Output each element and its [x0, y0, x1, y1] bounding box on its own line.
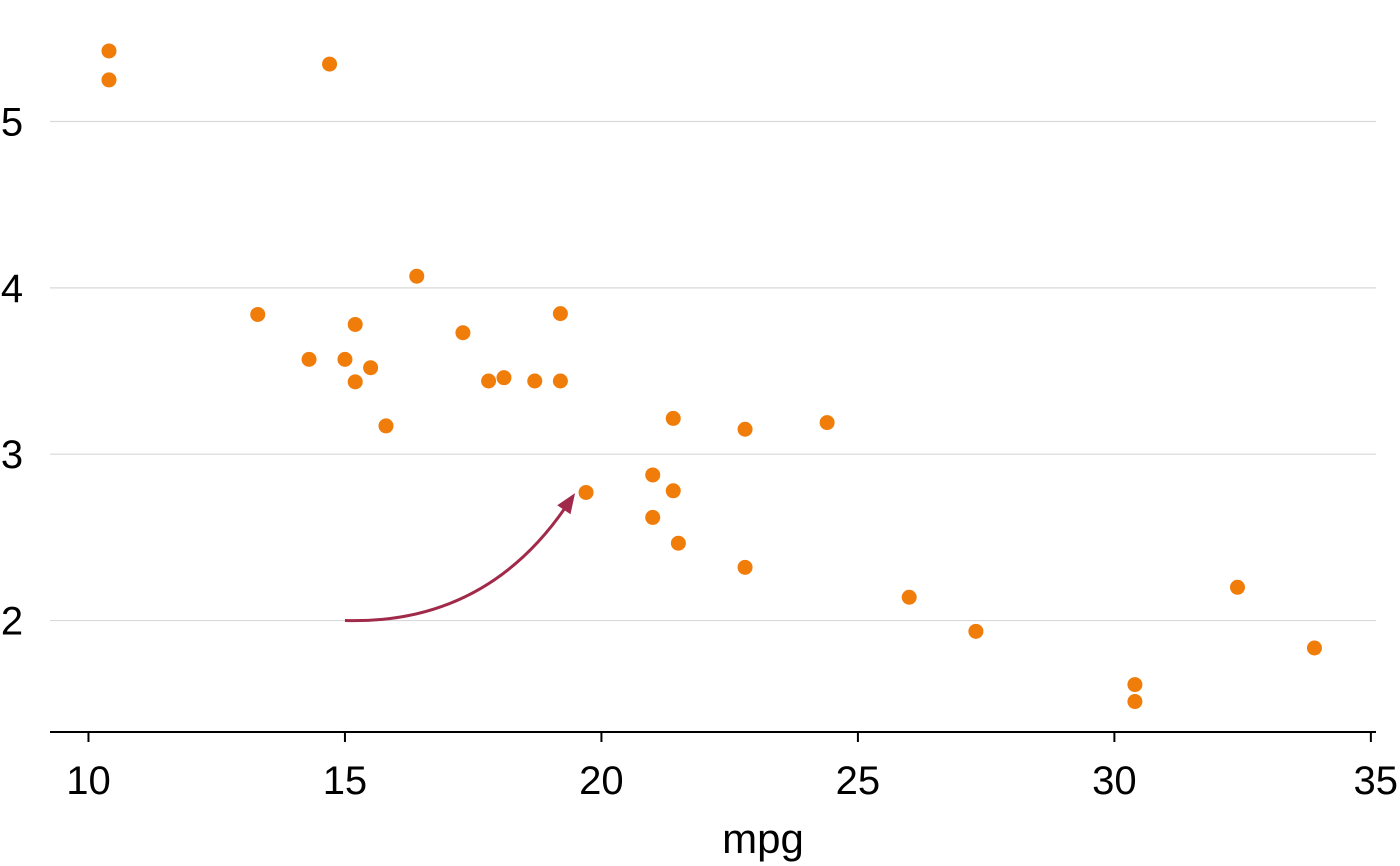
data-point: [737, 421, 753, 437]
y-tick-label: 4: [1, 267, 23, 311]
x-tick-label: 25: [836, 759, 881, 803]
data-point: [578, 484, 594, 500]
arrow-curve: [344, 503, 569, 623]
x-tick-label: 15: [323, 759, 368, 803]
data-point: [409, 268, 425, 284]
x-tick-label: 35: [1354, 759, 1399, 803]
data-points: [101, 43, 1322, 710]
data-point: [496, 370, 512, 386]
y-tick-label: 5: [1, 100, 23, 144]
data-point: [250, 306, 266, 322]
data-point: [101, 43, 117, 59]
data-point: [455, 325, 471, 341]
data-point: [1230, 579, 1246, 595]
x-tick-label: 10: [66, 759, 111, 803]
data-point: [101, 72, 117, 88]
data-point: [322, 56, 338, 72]
x-axis: 10 15 20 25 30 35: [50, 731, 1399, 803]
data-point: [378, 418, 394, 434]
y-axis: 2 3 4 5: [1, 100, 23, 643]
data-point: [347, 374, 363, 390]
data-point: [901, 589, 917, 605]
x-axis-title: mpg: [722, 815, 804, 862]
data-point: [363, 360, 379, 376]
data-point: [347, 316, 363, 332]
data-point: [968, 623, 984, 639]
y-tick-label: 2: [1, 600, 23, 644]
data-point: [737, 559, 753, 575]
x-tick-label: 20: [579, 759, 624, 803]
data-point: [1127, 677, 1143, 693]
arrow-head: [557, 493, 576, 515]
data-point: [819, 415, 835, 431]
data-point: [552, 306, 568, 322]
data-point: [665, 410, 681, 426]
data-point: [527, 373, 543, 389]
data-point: [481, 373, 497, 389]
x-tick-label: 30: [1092, 759, 1137, 803]
data-point: [552, 373, 568, 389]
data-point: [301, 351, 317, 367]
annotation-arrow: [344, 493, 576, 623]
data-point: [665, 483, 681, 499]
data-point: [1127, 694, 1143, 710]
gridlines: [50, 120, 1376, 622]
data-point: [645, 467, 661, 483]
y-tick-label: 3: [1, 433, 23, 477]
data-point: [1306, 640, 1322, 656]
data-point: [337, 351, 353, 367]
data-point: [645, 509, 661, 525]
data-point: [670, 535, 686, 551]
